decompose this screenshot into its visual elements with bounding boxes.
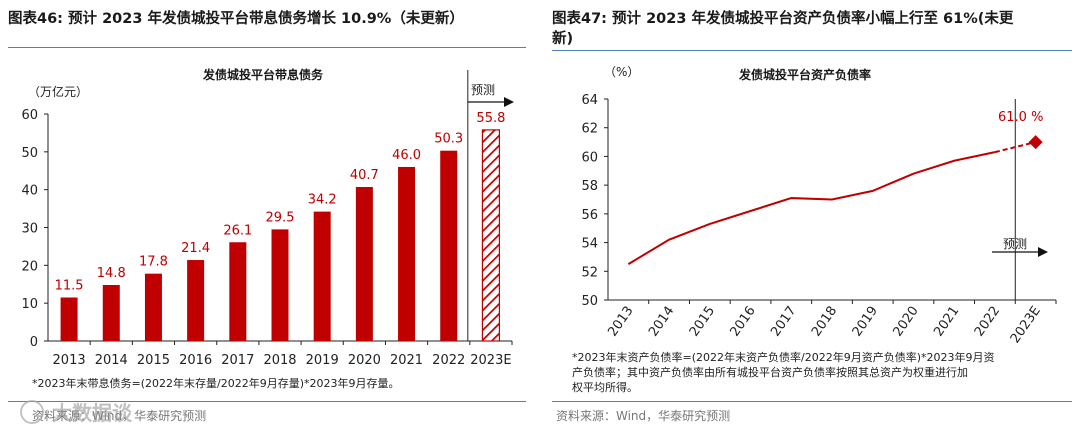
right-series-line [627, 151, 996, 265]
right-note-line3: 权平均所得。 [572, 381, 638, 394]
right-x-tick-label: 2022 [972, 304, 1003, 340]
left-data-label: 46.0 [392, 148, 421, 163]
right-forecast-point [1028, 135, 1043, 150]
left-data-label: 17.8 [139, 255, 168, 270]
left-data-label: 50.3 [434, 132, 463, 147]
left-bar-forecast [481, 129, 501, 342]
left-x-tick-label: 2023E [470, 353, 511, 368]
left-data-label: 26.1 [223, 223, 252, 238]
right-y-tick-label: 58 [581, 179, 598, 194]
watermark: 大数据谈 [20, 397, 132, 426]
left-y-tick-label: 0 [30, 335, 38, 350]
right-y-tick-label: 50 [581, 294, 598, 309]
left-chart-title: 发债城投平台带息债务 [202, 67, 324, 82]
left-header: 图表46: 预计 2023 年发债城投平台带息债务增长 10.9%（未更新） [8, 11, 464, 27]
left-bar [144, 273, 162, 341]
left-bar [60, 297, 78, 341]
right-x-tick-label: 2018 [809, 304, 840, 340]
left-x-tick-label: 2020 [348, 353, 381, 368]
right-y-ticks: 50 52 54 56 58 60 62 64 [581, 93, 608, 309]
right-y-tick-label: 60 [581, 150, 598, 165]
right-y-unit: （%） [604, 65, 639, 79]
left-bar [398, 166, 416, 341]
left-data-label: 34.2 [308, 193, 337, 208]
left-forecast-arrow [468, 97, 514, 107]
right-chart-title: 发债城投平台资产负债率 [738, 67, 871, 82]
right-forecast-label: 预测 [1003, 237, 1027, 251]
left-forecast-label: 预测 [471, 83, 495, 97]
right-note-line2: 产负债率；其中资产负债率由所有城投平台资产负债率按照其总资产为权重进行加 [572, 366, 968, 379]
left-bar [355, 187, 373, 341]
right-series [627, 135, 1043, 265]
left-data-label: 40.7 [350, 168, 379, 183]
right-x-tick-label: 2014 [646, 304, 677, 340]
left-bar [440, 150, 458, 341]
left-x-tick-label: 2019 [306, 353, 339, 368]
left-bar [271, 229, 289, 341]
left-y-ticks: 0 10 20 30 40 50 60 [21, 108, 48, 350]
right-forecast-arrow [992, 247, 1048, 257]
right-end-label: 61.0 % [998, 110, 1043, 125]
left-bar [229, 242, 247, 341]
right-y-tick-label: 62 [581, 122, 598, 137]
left-bar [187, 260, 205, 341]
left-chart: 发债城投平台带息债务 （万亿元） 11.5 14.8 17.8 21.4 26.1 29.… [21, 67, 514, 368]
left-y-tick-label: 10 [21, 297, 38, 312]
left-data-label: 55.8 [476, 111, 505, 126]
right-x-tick-label: 2021 [931, 304, 962, 340]
left-y-tick-label: 30 [21, 222, 38, 237]
left-y-unit: （万亿元） [28, 84, 88, 99]
right-x-tick-label: 2019 [850, 304, 881, 340]
right-series-forecast-dash [994, 141, 1036, 154]
left-footer-rule [8, 401, 526, 402]
left-x-tick-label: 2021 [390, 353, 423, 368]
right-x-tick-label: 2015 [687, 304, 718, 340]
right-y-tick-label: 56 [581, 208, 598, 223]
left-data-label: 21.4 [181, 241, 210, 256]
left-bar [313, 211, 331, 341]
left-x-ticks: 2013 2014 2015 2016 2017 2018 2019 2020 2021 2022… [53, 341, 513, 368]
right-note-line1: *2023年末资产负债率=(2022年末资产负债率/2022年9月资产负债率)*… [572, 351, 995, 364]
right-x-tick-label: 2017 [768, 304, 799, 340]
left-x-tick-label: 2022 [432, 353, 465, 368]
left-x-tick-label: 2018 [263, 353, 296, 368]
right-y-tick-label: 64 [581, 93, 598, 108]
right-y-tick-label: 54 [581, 237, 598, 252]
left-data-label: 29.5 [266, 210, 295, 225]
right-x-tick-label: 2020 [890, 304, 921, 340]
right-header-line1: 图表47: 预计 2023 年发债城投平台资产负债率小幅上行至 61%(未更 [552, 11, 1014, 27]
left-y-tick-label: 20 [21, 259, 38, 274]
left-data-label: 11.5 [55, 278, 84, 293]
left-bars [60, 129, 501, 342]
left-x-tick-label: 2016 [179, 353, 212, 368]
left-note: *2023年末带息债务=(2022年末存量/2022年9月存量)*2023年9月… [32, 377, 400, 390]
left-y-tick-label: 40 [21, 184, 38, 199]
right-y-tick-label: 52 [581, 265, 598, 280]
left-y-tick-label: 50 [21, 146, 38, 161]
right-header-line2: 新) [552, 31, 574, 47]
left-x-tick-label: 2014 [95, 353, 128, 368]
right-source: 资料来源：Wind，华泰研究预测 [556, 409, 731, 423]
right-header-rule [552, 50, 1072, 51]
left-data-labels: 11.5 14.8 17.8 21.4 26.1 29.5 34.2 40.7 46.0 50.3… [55, 111, 506, 294]
right-x-ticks: 2013 2014 2015 2016 2017 2018 2019 2020 2021 2022… [605, 300, 1057, 346]
right-axes [607, 99, 1056, 301]
left-source: 资料来源：Wind，华泰研究预测 [32, 409, 207, 423]
right-footer-rule [552, 401, 1072, 402]
right-x-tick-label: 2023E [1008, 304, 1044, 346]
left-x-tick-label: 2013 [53, 353, 86, 368]
left-data-label: 14.8 [97, 266, 126, 281]
left-y-tick-label: 60 [21, 108, 38, 123]
left-x-tick-label: 2015 [137, 353, 170, 368]
right-x-tick-label: 2016 [728, 304, 759, 340]
left-x-tick-label: 2017 [221, 353, 254, 368]
watermark-text: 大数据谈 [52, 401, 132, 425]
left-header-rule [8, 47, 526, 48]
right-x-tick-label: 2013 [605, 304, 636, 340]
watermark-logo-icon [20, 399, 44, 424]
left-bar [102, 285, 120, 341]
